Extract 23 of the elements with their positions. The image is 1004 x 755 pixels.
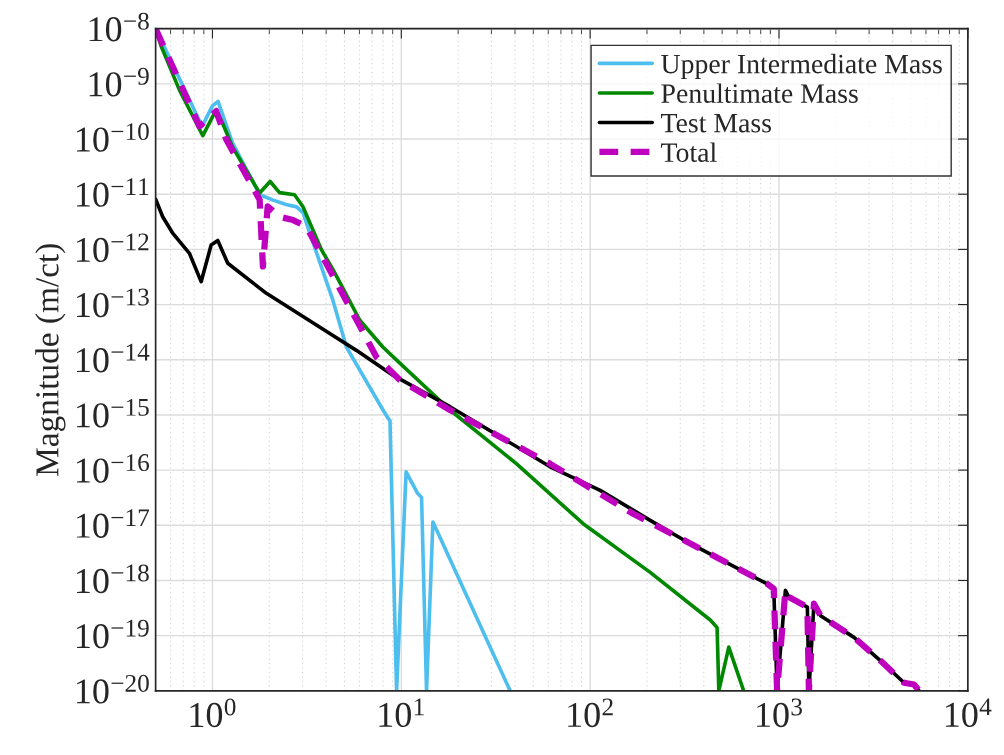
y-tick-label: 10$^{−17}$ bbox=[77, 509, 150, 538]
y-tick-label: 10$^{−8}$ bbox=[89, 12, 149, 42]
x-tick-label: 10$^{1}$ bbox=[379, 698, 424, 728]
y-tick-label: 10$^{−18}$ bbox=[77, 564, 149, 594]
legend-label: Upper Intermediate Mass bbox=[661, 53, 942, 80]
y-tick-label: 10$^{−10}$ bbox=[77, 123, 149, 152]
x-tick-label: 10$^{0}$ bbox=[190, 698, 236, 728]
legend-label: Penultimate Mass bbox=[661, 83, 858, 103]
y-tick-label: 10$^{−9}$ bbox=[89, 67, 149, 97]
y-axis-title: Magnitude (m/ct) bbox=[35, 244, 66, 476]
y-tick-label: 10$^{−11}$ bbox=[77, 178, 149, 207]
legend-label: Test Mass bbox=[661, 114, 772, 133]
x-tick-label: 10$^{2}$ bbox=[568, 698, 613, 728]
y-tick-label: 10$^{−15}$ bbox=[77, 398, 149, 428]
y-tick-label: 10$^{−19}$ bbox=[77, 619, 149, 649]
y-tick-label: 10$^{−13}$ bbox=[77, 288, 149, 318]
y-tick-label: 10$^{−12}$ bbox=[77, 233, 149, 263]
y-tick-label: 10$^{−16}$ bbox=[77, 454, 150, 483]
x-tick-label: 10$^{3}$ bbox=[757, 698, 802, 728]
legend-label: Total bbox=[661, 142, 717, 162]
y-tick-label: 10$^{−14}$ bbox=[77, 343, 150, 373]
x-tick-label: 10$^{4}$ bbox=[945, 698, 992, 728]
y-tick-label: 10$^{−20}$ bbox=[77, 674, 149, 704]
